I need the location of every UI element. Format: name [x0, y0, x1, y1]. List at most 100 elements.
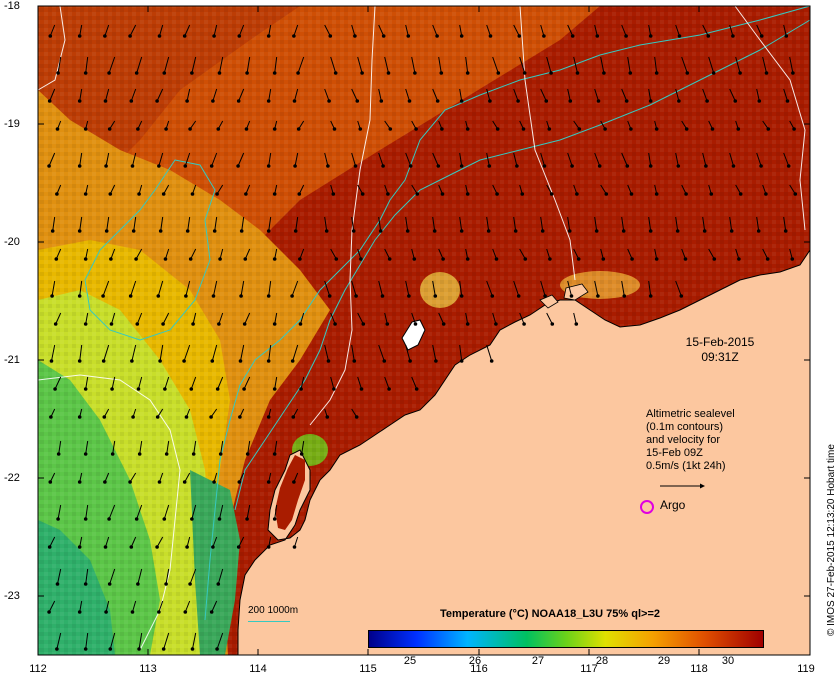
velocity-arrow-head: [293, 229, 298, 233]
velocity-arrow: [594, 216, 598, 232]
velocity-arrow: [432, 88, 439, 102]
velocity-arrow: [214, 216, 218, 232]
velocity-arrow: [57, 504, 62, 520]
velocity-arrow-head: [326, 359, 331, 363]
velocity-arrow-head: [243, 257, 248, 261]
velocity-arrow: [702, 152, 707, 167]
velocity-arrow-head: [516, 294, 521, 298]
velocity-arrow: [132, 152, 137, 167]
velocity-arrow-head: [50, 229, 55, 233]
velocity-arrow-head: [216, 127, 221, 131]
velocity-arrow: [50, 344, 56, 362]
velocity-arrow-head: [103, 480, 107, 484]
velocity-arrow: [729, 152, 734, 167]
velocity-arrow: [675, 88, 680, 102]
velocity-arrow-head: [710, 127, 715, 131]
velocity-arrow: [378, 88, 382, 102]
colorbar: [368, 630, 764, 648]
velocity-arrow-head: [217, 71, 222, 75]
velocity-arrow: [49, 536, 56, 548]
velocity-arrow: [654, 56, 658, 74]
island-small-1: [539, 294, 559, 309]
velocity-arrow: [211, 344, 218, 362]
velocity-arrow-head: [137, 452, 142, 456]
velocity-arrow: [324, 88, 330, 102]
velocity-arrow: [405, 152, 412, 167]
velocity-arrow-head: [522, 71, 527, 75]
velocity-arrow: [324, 280, 331, 297]
velocity-arrow-head: [405, 229, 410, 233]
lon-tick-label: 118: [690, 663, 708, 675]
velocity-arrow-head: [218, 257, 222, 261]
velocity-arrow: [301, 440, 305, 455]
velocity-arrow: [156, 536, 164, 548]
velocity-arrow: [191, 56, 197, 74]
velocity-arrow: [567, 216, 571, 232]
velocity-arrow-head: [217, 322, 221, 326]
velocity-arrow-head: [103, 99, 108, 103]
velocity-arrow: [378, 280, 383, 297]
velocity-arrow-head: [56, 452, 61, 456]
velocity-arrow-head: [188, 127, 192, 131]
velocity-arrow-head: [210, 359, 215, 363]
lat-tick-label: -20: [4, 236, 20, 248]
velocity-arrow: [111, 312, 116, 325]
velocity-arrow: [783, 152, 790, 167]
velocity-arrow-head: [53, 322, 58, 326]
velocity-arrow-head: [266, 34, 271, 38]
velocity-arrow: [112, 440, 116, 455]
velocity-arrow-head: [630, 257, 634, 261]
velocity-arrow: [164, 376, 170, 390]
velocity-arrow-head: [596, 99, 601, 103]
velocity-arrow-head: [441, 322, 446, 326]
velocity-arrow-head: [406, 34, 411, 38]
velocity-arrow-head: [378, 229, 383, 233]
velocity-arrow-head: [185, 545, 189, 549]
velocity-arrow: [567, 280, 572, 297]
velocity-arrow-head: [648, 99, 653, 103]
velocity-arrow: [459, 152, 463, 167]
velocity-arrow: [729, 24, 734, 37]
velocity-arrow: [384, 56, 389, 74]
velocity-arrow: [708, 248, 715, 260]
velocity-arrow-head: [163, 387, 167, 391]
lat-tick-label: -21: [4, 354, 20, 366]
velocity-arrow: [79, 344, 83, 362]
velocity-arrow: [138, 376, 143, 390]
bathymetry-contours: [84, 5, 811, 621]
velocity-arrow: [513, 152, 518, 167]
velocity-arrow-head: [211, 99, 215, 103]
island-white: [401, 319, 426, 351]
velocity-arrow: [486, 280, 493, 297]
velocity-arrow-head: [266, 229, 271, 233]
velocity-arrow-head: [77, 164, 82, 168]
velocity-arrow-head: [107, 582, 112, 586]
velocity-arrow: [735, 56, 741, 74]
velocity-arrow-head: [333, 71, 338, 75]
velocity-arrow: [648, 280, 652, 297]
velocity-arrow-head: [109, 257, 113, 261]
velocity-arrow: [79, 280, 83, 297]
velocity-arrow: [378, 152, 384, 167]
velocity-arrow: [540, 216, 544, 232]
velocity-arrow: [136, 56, 143, 74]
velocity-arrow: [137, 568, 143, 585]
velocity-arrow-head: [108, 192, 113, 196]
velocity-arrow-head: [188, 582, 192, 586]
velocity-arrow: [158, 600, 164, 613]
velocity-arrow: [244, 248, 251, 260]
velocity-arrow-head: [759, 164, 763, 168]
velocity-arrow: [702, 216, 706, 232]
velocity-arrow-head: [155, 415, 160, 419]
colorbar-tick-label: 30: [721, 655, 735, 667]
velocity-arrow: [239, 344, 245, 362]
velocity-arrow: [297, 56, 305, 74]
velocity-arrow: [783, 216, 787, 232]
velocity-arrow-head: [218, 452, 223, 456]
velocity-arrow: [49, 88, 56, 102]
velocity-arrow: [191, 632, 197, 650]
velocity-arrow-head: [358, 127, 363, 131]
velocity-arrow: [411, 312, 416, 325]
velocity-arrow-head: [107, 71, 111, 75]
velocity-arrow-head: [157, 34, 162, 38]
